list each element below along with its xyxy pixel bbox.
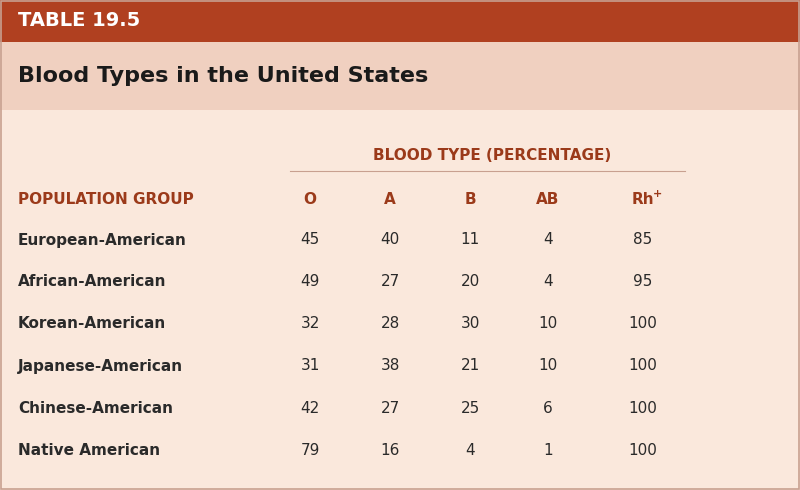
Text: 45: 45	[300, 232, 320, 247]
Text: 10: 10	[538, 317, 558, 332]
Text: 100: 100	[629, 400, 658, 416]
Text: 16: 16	[380, 442, 400, 458]
Text: 100: 100	[629, 442, 658, 458]
Text: 30: 30	[460, 317, 480, 332]
Text: Native American: Native American	[18, 442, 160, 458]
Text: 85: 85	[634, 232, 653, 247]
Text: 40: 40	[380, 232, 400, 247]
Text: 100: 100	[629, 359, 658, 373]
Text: 4: 4	[543, 232, 553, 247]
Text: 100: 100	[629, 317, 658, 332]
Text: 25: 25	[460, 400, 480, 416]
Text: 11: 11	[460, 232, 480, 247]
Text: 42: 42	[300, 400, 320, 416]
Text: 79: 79	[300, 442, 320, 458]
Text: Blood Types in the United States: Blood Types in the United States	[18, 66, 428, 86]
Text: 20: 20	[460, 274, 480, 290]
Bar	[0, 110, 800, 490]
Text: European-American: European-American	[18, 232, 187, 247]
Bar	[0, 42, 800, 110]
Text: Rh: Rh	[632, 193, 654, 207]
Text: +: +	[652, 189, 662, 199]
Text: 6: 6	[543, 400, 553, 416]
Text: 4: 4	[543, 274, 553, 290]
Text: 21: 21	[460, 359, 480, 373]
Text: B: B	[464, 193, 476, 207]
Text: Japanese-American: Japanese-American	[18, 359, 183, 373]
Text: A: A	[384, 193, 396, 207]
Text: 49: 49	[300, 274, 320, 290]
Text: 1: 1	[543, 442, 553, 458]
Text: 28: 28	[380, 317, 400, 332]
Text: O: O	[303, 193, 317, 207]
Text: POPULATION GROUP: POPULATION GROUP	[18, 193, 194, 207]
Text: 31: 31	[300, 359, 320, 373]
Bar	[0, 0, 800, 42]
Text: Korean-American: Korean-American	[18, 317, 166, 332]
Text: 10: 10	[538, 359, 558, 373]
Text: 27: 27	[380, 274, 400, 290]
Text: AB: AB	[536, 193, 560, 207]
Text: 4: 4	[465, 442, 475, 458]
Text: BLOOD TYPE (PERCENTAGE): BLOOD TYPE (PERCENTAGE)	[374, 147, 612, 163]
Text: 38: 38	[380, 359, 400, 373]
Text: 95: 95	[634, 274, 653, 290]
Text: 27: 27	[380, 400, 400, 416]
Text: 32: 32	[300, 317, 320, 332]
Text: African-American: African-American	[18, 274, 166, 290]
Text: TABLE 19.5: TABLE 19.5	[18, 11, 140, 30]
Text: Chinese-American: Chinese-American	[18, 400, 173, 416]
